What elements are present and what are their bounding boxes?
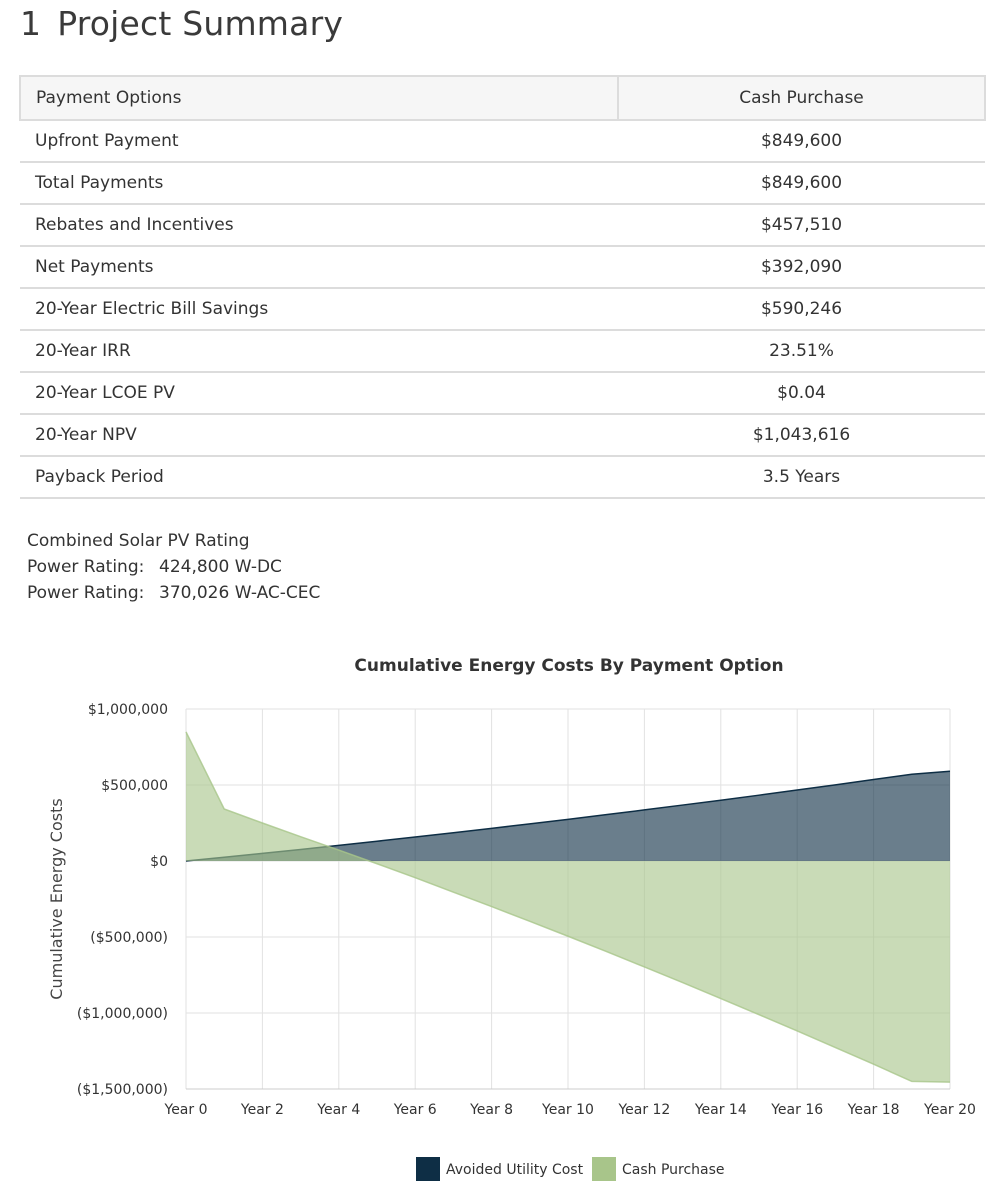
table-row: Net Payments $392,090: [20, 246, 985, 289]
y-tick-label: ($1,500,000): [77, 1082, 168, 1098]
table-row: Total Payments $849,600: [20, 162, 985, 205]
table-row: 20-Year Electric Bill Savings $590,246: [20, 288, 985, 331]
cumulative-energy-costs-chart: Cumulative Energy Costs By Payment Optio…: [47, 656, 976, 1181]
y-tick-label: $1,000,000: [88, 702, 168, 718]
y-tick-label: $500,000: [101, 778, 168, 794]
row-label: Total Payments: [20, 162, 618, 205]
x-tick-label: Year 14: [694, 1102, 747, 1118]
header-cash-purchase: Cash Purchase: [617, 75, 986, 121]
table-row: 20-Year NPV $1,043,616: [20, 414, 985, 457]
row-label: 20-Year LCOE PV: [20, 372, 618, 415]
pv-rating-block: Combined Solar PV Rating Power Rating: 42…: [27, 528, 320, 606]
y-axis-label: Cumulative Energy Costs: [47, 798, 66, 999]
table-row: 20-Year LCOE PV $0.04: [20, 372, 985, 415]
table-row: Rebates and Incentives $457,510: [20, 204, 985, 247]
x-tick-label: Year 12: [617, 1102, 670, 1118]
pv-rating-label: Power Rating:: [27, 557, 145, 577]
pv-rating-line: Power Rating: 370,026 W-AC-CEC: [27, 580, 320, 606]
series-area-1: [186, 731, 950, 1083]
y-tick-label: ($1,000,000): [77, 1006, 168, 1022]
x-tick-label: Year 4: [316, 1102, 360, 1118]
pv-rating-line: Power Rating: 424,800 W-DC: [27, 554, 320, 580]
row-value: $0.04: [618, 372, 985, 415]
y-tick-label: ($500,000): [90, 930, 168, 946]
row-value: $1,043,616: [618, 414, 985, 457]
row-value: 23.51%: [618, 330, 985, 373]
legend-label-0: Avoided Utility Cost: [446, 1162, 584, 1178]
header-payment-options: Payment Options: [19, 75, 619, 121]
row-label: 20-Year Electric Bill Savings: [20, 288, 618, 331]
row-label: 20-Year IRR: [20, 330, 618, 373]
table-row: Payback Period 3.5 Years: [20, 456, 985, 499]
row-label: Payback Period: [20, 456, 618, 499]
page-heading: 1 Project Summary: [20, 4, 343, 43]
x-tick-label: Year 8: [469, 1102, 513, 1118]
table-row: Upfront Payment $849,600: [20, 120, 985, 163]
row-value: $590,246: [618, 288, 985, 331]
series-area-0: [186, 771, 950, 861]
pv-rating-label: Power Rating:: [27, 583, 145, 603]
pv-rating-value: 370,026 W-AC-CEC: [159, 583, 321, 603]
x-tick-label: Year 10: [541, 1102, 594, 1118]
x-tick-label: Year 16: [770, 1102, 823, 1118]
row-label: Net Payments: [20, 246, 618, 289]
section-number: 1: [20, 4, 42, 43]
row-label: 20-Year NPV: [20, 414, 618, 457]
x-tick-label: Year 18: [847, 1102, 900, 1118]
row-value: $457,510: [618, 204, 985, 247]
series-line-1: [185, 731, 951, 1083]
row-value: $392,090: [618, 246, 985, 289]
x-tick-label: Year 2: [240, 1102, 284, 1118]
pv-rating-value: 424,800 W-DC: [159, 557, 282, 577]
y-tick-label: $0: [150, 854, 168, 870]
x-tick-label: Year 20: [923, 1102, 976, 1118]
row-value: $849,600: [618, 162, 985, 205]
x-tick-label: Year 6: [393, 1102, 437, 1118]
table-row: 20-Year IRR 23.51%: [20, 330, 985, 373]
x-tick-label: Year 0: [164, 1102, 208, 1118]
section-title: Project Summary: [57, 4, 344, 43]
row-label: Upfront Payment: [20, 120, 618, 163]
row-label: Rebates and Incentives: [20, 204, 618, 247]
legend-label-1: Cash Purchase: [622, 1162, 725, 1178]
table-header-row: Payment Options Cash Purchase: [19, 75, 986, 121]
pv-rating-title: Combined Solar PV Rating: [27, 531, 250, 551]
legend-swatch-1: [592, 1157, 616, 1181]
chart-title: Cumulative Energy Costs By Payment Optio…: [354, 656, 783, 676]
summary-table: Payment Options Cash Purchase Upfront Pa…: [19, 75, 986, 499]
row-value: $849,600: [618, 120, 985, 163]
row-value: 3.5 Years: [618, 456, 985, 499]
legend-swatch-0: [416, 1157, 440, 1181]
